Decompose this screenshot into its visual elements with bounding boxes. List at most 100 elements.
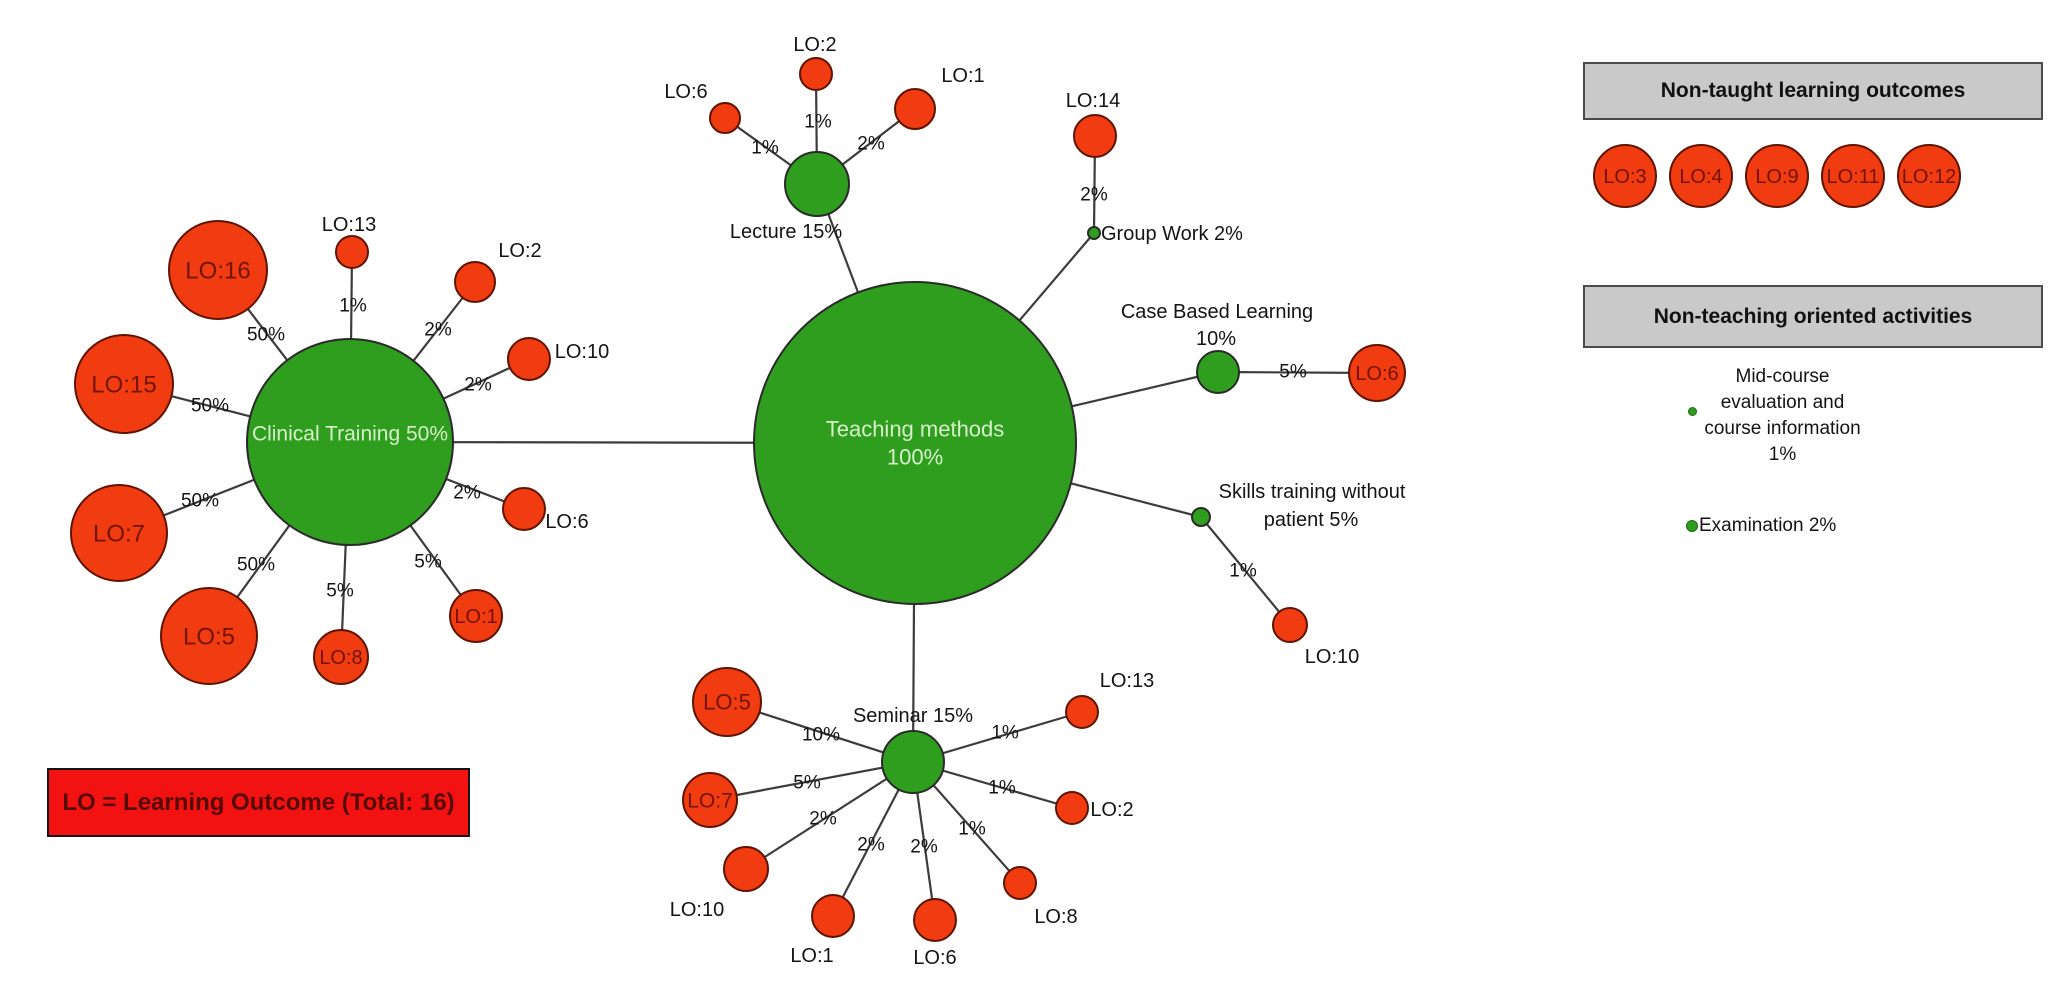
node-c15-label: LO:15 bbox=[91, 371, 156, 398]
non-taught-circle-4 bbox=[1897, 144, 1961, 208]
node-cbl6-label: LO:6 bbox=[1355, 363, 1398, 385]
non-teaching-header: Non-teaching oriented activities bbox=[1583, 285, 2043, 348]
non-taught-title: Non-taught learning outcomes bbox=[1660, 79, 1966, 102]
midcourse-activity: Mid-course evaluation and course informa… bbox=[1690, 364, 1875, 468]
node-s2 bbox=[1055, 791, 1089, 825]
examination-dot-icon bbox=[1686, 520, 1698, 532]
node-c8 bbox=[313, 629, 369, 685]
diagram-label-25: 2% bbox=[1080, 185, 1108, 206]
node-teaching-label: Teaching methods bbox=[826, 417, 1005, 442]
node-c1-label: LO:1 bbox=[454, 606, 497, 628]
diagram-label-19: LO:8 bbox=[1034, 906, 1077, 928]
diagram-label-3: Case Based Learning bbox=[1121, 301, 1313, 323]
node-c1 bbox=[449, 589, 503, 643]
diagram-label-26: 5% bbox=[1279, 362, 1307, 383]
node-c15 bbox=[74, 334, 174, 434]
node-cbl bbox=[1196, 350, 1240, 394]
diagram-label-35: 5% bbox=[326, 581, 354, 602]
node-s7-label: LO:7 bbox=[687, 789, 733, 812]
diagram-label-7: LO:13 bbox=[322, 214, 376, 236]
diagram-label-5: Skills training without bbox=[1219, 481, 1406, 503]
node-lecture bbox=[784, 151, 850, 217]
node-groupwork bbox=[1087, 226, 1101, 240]
node-s1 bbox=[811, 894, 855, 938]
node-s5-label: LO:5 bbox=[703, 690, 751, 715]
non-taught-circle-label-0: LO:3 bbox=[1603, 166, 1646, 188]
diagram-label-11: LO:6 bbox=[664, 81, 707, 103]
diagram-label-42: 2% bbox=[910, 837, 938, 858]
diagram-label-31: 2% bbox=[464, 375, 492, 396]
diagram-label-27: 1% bbox=[1229, 561, 1257, 582]
diagram-label-4: 10% bbox=[1196, 328, 1236, 350]
diagram-label-41: 2% bbox=[857, 835, 885, 856]
diagram-label-43: 1% bbox=[958, 819, 986, 840]
diagram-label-15: LO:10 bbox=[1305, 646, 1359, 668]
node-c5-label: LO:5 bbox=[183, 623, 235, 650]
node-cbl6 bbox=[1348, 344, 1406, 402]
diagram-label-33: 50% bbox=[181, 491, 219, 512]
non-taught-circle-0 bbox=[1593, 144, 1657, 208]
diagram-label-28: 50% bbox=[247, 325, 285, 346]
node-teaching bbox=[753, 281, 1077, 605]
non-taught-circle-2 bbox=[1745, 144, 1809, 208]
diagram-label-13: LO:1 bbox=[941, 65, 984, 87]
edge-seminar-s10 bbox=[745, 761, 914, 870]
non-taught-header: Non-taught learning outcomes bbox=[1583, 62, 2043, 120]
examination-activity: Examination 2% bbox=[1699, 515, 1837, 536]
diagram-label-14: LO:14 bbox=[1066, 90, 1120, 112]
diagram-label-2: Group Work 2% bbox=[1101, 223, 1243, 245]
node-seminar bbox=[881, 730, 945, 794]
node-c10 bbox=[507, 337, 551, 381]
diagram-label-38: 10% bbox=[802, 725, 840, 746]
legend-text: LO = Learning Outcome (Total: 16) bbox=[62, 788, 455, 816]
diagram-label-36: 5% bbox=[414, 552, 442, 573]
node-s5 bbox=[692, 667, 762, 737]
non-taught-circle-label-4: LO:12 bbox=[1902, 166, 1956, 188]
node-c6 bbox=[502, 487, 546, 531]
diagram-label-20: LO:2 bbox=[1090, 799, 1133, 821]
node-teaching-label: 100% bbox=[887, 445, 943, 470]
diagram-label-34: 50% bbox=[237, 555, 275, 576]
diagram-label-6: patient 5% bbox=[1264, 509, 1359, 531]
edge-seminar-s7 bbox=[709, 760, 914, 802]
node-c8-label: LO:8 bbox=[319, 647, 362, 669]
diagram-label-17: LO:1 bbox=[790, 945, 833, 967]
node-c16 bbox=[168, 220, 268, 320]
node-c2 bbox=[454, 261, 496, 303]
diagram-label-8: LO:2 bbox=[498, 240, 541, 262]
node-s8 bbox=[1003, 866, 1037, 900]
node-c7-label: LO:7 bbox=[93, 520, 145, 547]
diagram-label-30: 2% bbox=[424, 320, 452, 341]
diagram-label-32: 50% bbox=[191, 396, 229, 417]
diagram-label-22: 1% bbox=[751, 138, 779, 159]
node-l2 bbox=[799, 57, 833, 91]
diagram-label-16: LO:10 bbox=[670, 899, 724, 921]
node-s7 bbox=[682, 772, 738, 828]
midcourse-line-2: evaluation and bbox=[1720, 392, 1845, 413]
node-s13 bbox=[1065, 695, 1099, 729]
node-clinical-label: Clinical Training 50% bbox=[252, 422, 448, 445]
diagram-label-39: 5% bbox=[793, 773, 821, 794]
node-skills bbox=[1191, 507, 1211, 527]
midcourse-line-1: Mid-course bbox=[1735, 366, 1830, 387]
diagram-label-45: 1% bbox=[991, 723, 1019, 744]
diagram-label-24: 2% bbox=[857, 134, 885, 155]
non-taught-circle-label-2: LO:9 bbox=[1755, 166, 1798, 188]
midcourse-pct: 1% bbox=[1768, 444, 1797, 465]
node-s6 bbox=[913, 898, 957, 942]
diagram-label-10: LO:6 bbox=[545, 511, 588, 533]
midcourse-line-3: course information bbox=[1704, 418, 1861, 439]
non-teaching-title: Non-teaching oriented activities bbox=[1653, 304, 1973, 328]
non-taught-circle-label-3: LO:11 bbox=[1827, 166, 1880, 188]
diagram-label-44: 1% bbox=[988, 778, 1016, 799]
diagram-label-9: LO:10 bbox=[555, 341, 609, 363]
diagram-label-0: Lecture 15% bbox=[730, 221, 843, 243]
non-taught-circle-1 bbox=[1669, 144, 1733, 208]
edge-skills-sk10 bbox=[1200, 516, 1291, 626]
diagram-label-40: 2% bbox=[809, 809, 837, 830]
node-clinical bbox=[246, 338, 454, 546]
node-l6 bbox=[709, 102, 741, 134]
diagram-label-29: 1% bbox=[339, 296, 367, 317]
